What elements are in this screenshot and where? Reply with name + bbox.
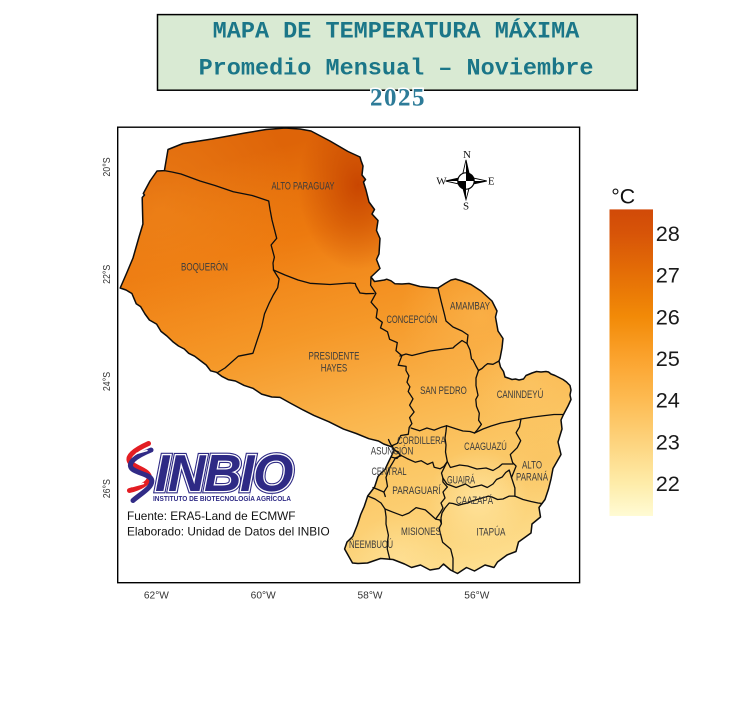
svg-text:20°S: 20°S xyxy=(102,157,113,176)
svg-text:58°W: 58°W xyxy=(358,590,384,601)
svg-text:ÑEEMBUCÚ: ÑEEMBUCÚ xyxy=(349,538,393,551)
svg-text:INBIO: INBIO xyxy=(155,445,293,503)
svg-text:PARANÁ: PARANÁ xyxy=(516,471,548,484)
svg-text:Fuente: ERA5-Land de ECMWF: Fuente: ERA5-Land de ECMWF xyxy=(127,509,296,523)
svg-text:26: 26 xyxy=(656,304,680,329)
svg-text:56°W: 56°W xyxy=(464,590,490,601)
svg-text:CAAZAPÁ: CAAZAPÁ xyxy=(456,494,493,507)
svg-text:S: S xyxy=(463,201,469,213)
svg-text:22: 22 xyxy=(656,471,680,496)
svg-text:ALTO PARAGUAY: ALTO PARAGUAY xyxy=(272,181,335,193)
svg-text:24: 24 xyxy=(656,388,680,413)
svg-text:ALTO: ALTO xyxy=(522,460,542,472)
svg-text:E: E xyxy=(488,176,495,188)
svg-text:CORDILLERA: CORDILLERA xyxy=(397,435,446,447)
svg-text:ITAPÚA: ITAPÚA xyxy=(477,526,506,539)
svg-text:AMAMBAY: AMAMBAY xyxy=(450,301,490,313)
svg-text:W: W xyxy=(436,176,447,188)
svg-text:GUAIRÁ: GUAIRÁ xyxy=(447,474,475,487)
svg-text:CENTRAL: CENTRAL xyxy=(372,466,407,478)
svg-text:CAAGUAZÚ: CAAGUAZÚ xyxy=(464,440,507,453)
svg-text:CONCEPCIÓN: CONCEPCIÓN xyxy=(387,313,438,326)
svg-text:MISIONES: MISIONES xyxy=(401,526,441,538)
svg-text:INSTITUTO DE BIOTECNOLOGÍA AGR: INSTITUTO DE BIOTECNOLOGÍA AGRÍCOLA xyxy=(153,494,291,503)
svg-text:2025: 2025 xyxy=(370,85,426,112)
svg-text:23: 23 xyxy=(656,429,680,454)
svg-text:MAPA DE TEMPERATURA MÁXIMA: MAPA DE TEMPERATURA MÁXIMA xyxy=(213,18,581,46)
svg-text:28: 28 xyxy=(656,221,680,246)
svg-text:Elaborado: Unidad de Datos del: Elaborado: Unidad de Datos del INBIO xyxy=(127,524,330,538)
svg-text:24°S: 24°S xyxy=(102,372,113,391)
svg-text:ASUNCIÓN: ASUNCIÓN xyxy=(371,445,414,458)
svg-text:CANINDEYÚ: CANINDEYÚ xyxy=(497,388,544,401)
svg-text:INBIO: INBIO xyxy=(155,445,293,503)
svg-text:PARAGUARÍ: PARAGUARÍ xyxy=(392,484,441,497)
svg-text:25: 25 xyxy=(656,346,680,371)
svg-text:26°S: 26°S xyxy=(102,479,113,498)
svg-text:BOQUERÓN: BOQUERÓN xyxy=(181,261,228,274)
svg-text:HAYES: HAYES xyxy=(321,363,348,375)
svg-text:INBIO: INBIO xyxy=(155,445,293,503)
svg-text:SAN PEDRO: SAN PEDRO xyxy=(420,385,467,397)
svg-text:60°W: 60°W xyxy=(251,590,277,601)
svg-text:22°S: 22°S xyxy=(102,264,113,283)
svg-text:Promedio Mensual – Noviembre: Promedio Mensual – Noviembre xyxy=(199,56,594,83)
svg-text:PRESIDENTE: PRESIDENTE xyxy=(309,351,360,363)
svg-text:27: 27 xyxy=(656,263,680,288)
svg-text:N: N xyxy=(463,149,471,161)
svg-text:°C: °C xyxy=(611,185,635,209)
svg-text:62°W: 62°W xyxy=(144,590,170,601)
